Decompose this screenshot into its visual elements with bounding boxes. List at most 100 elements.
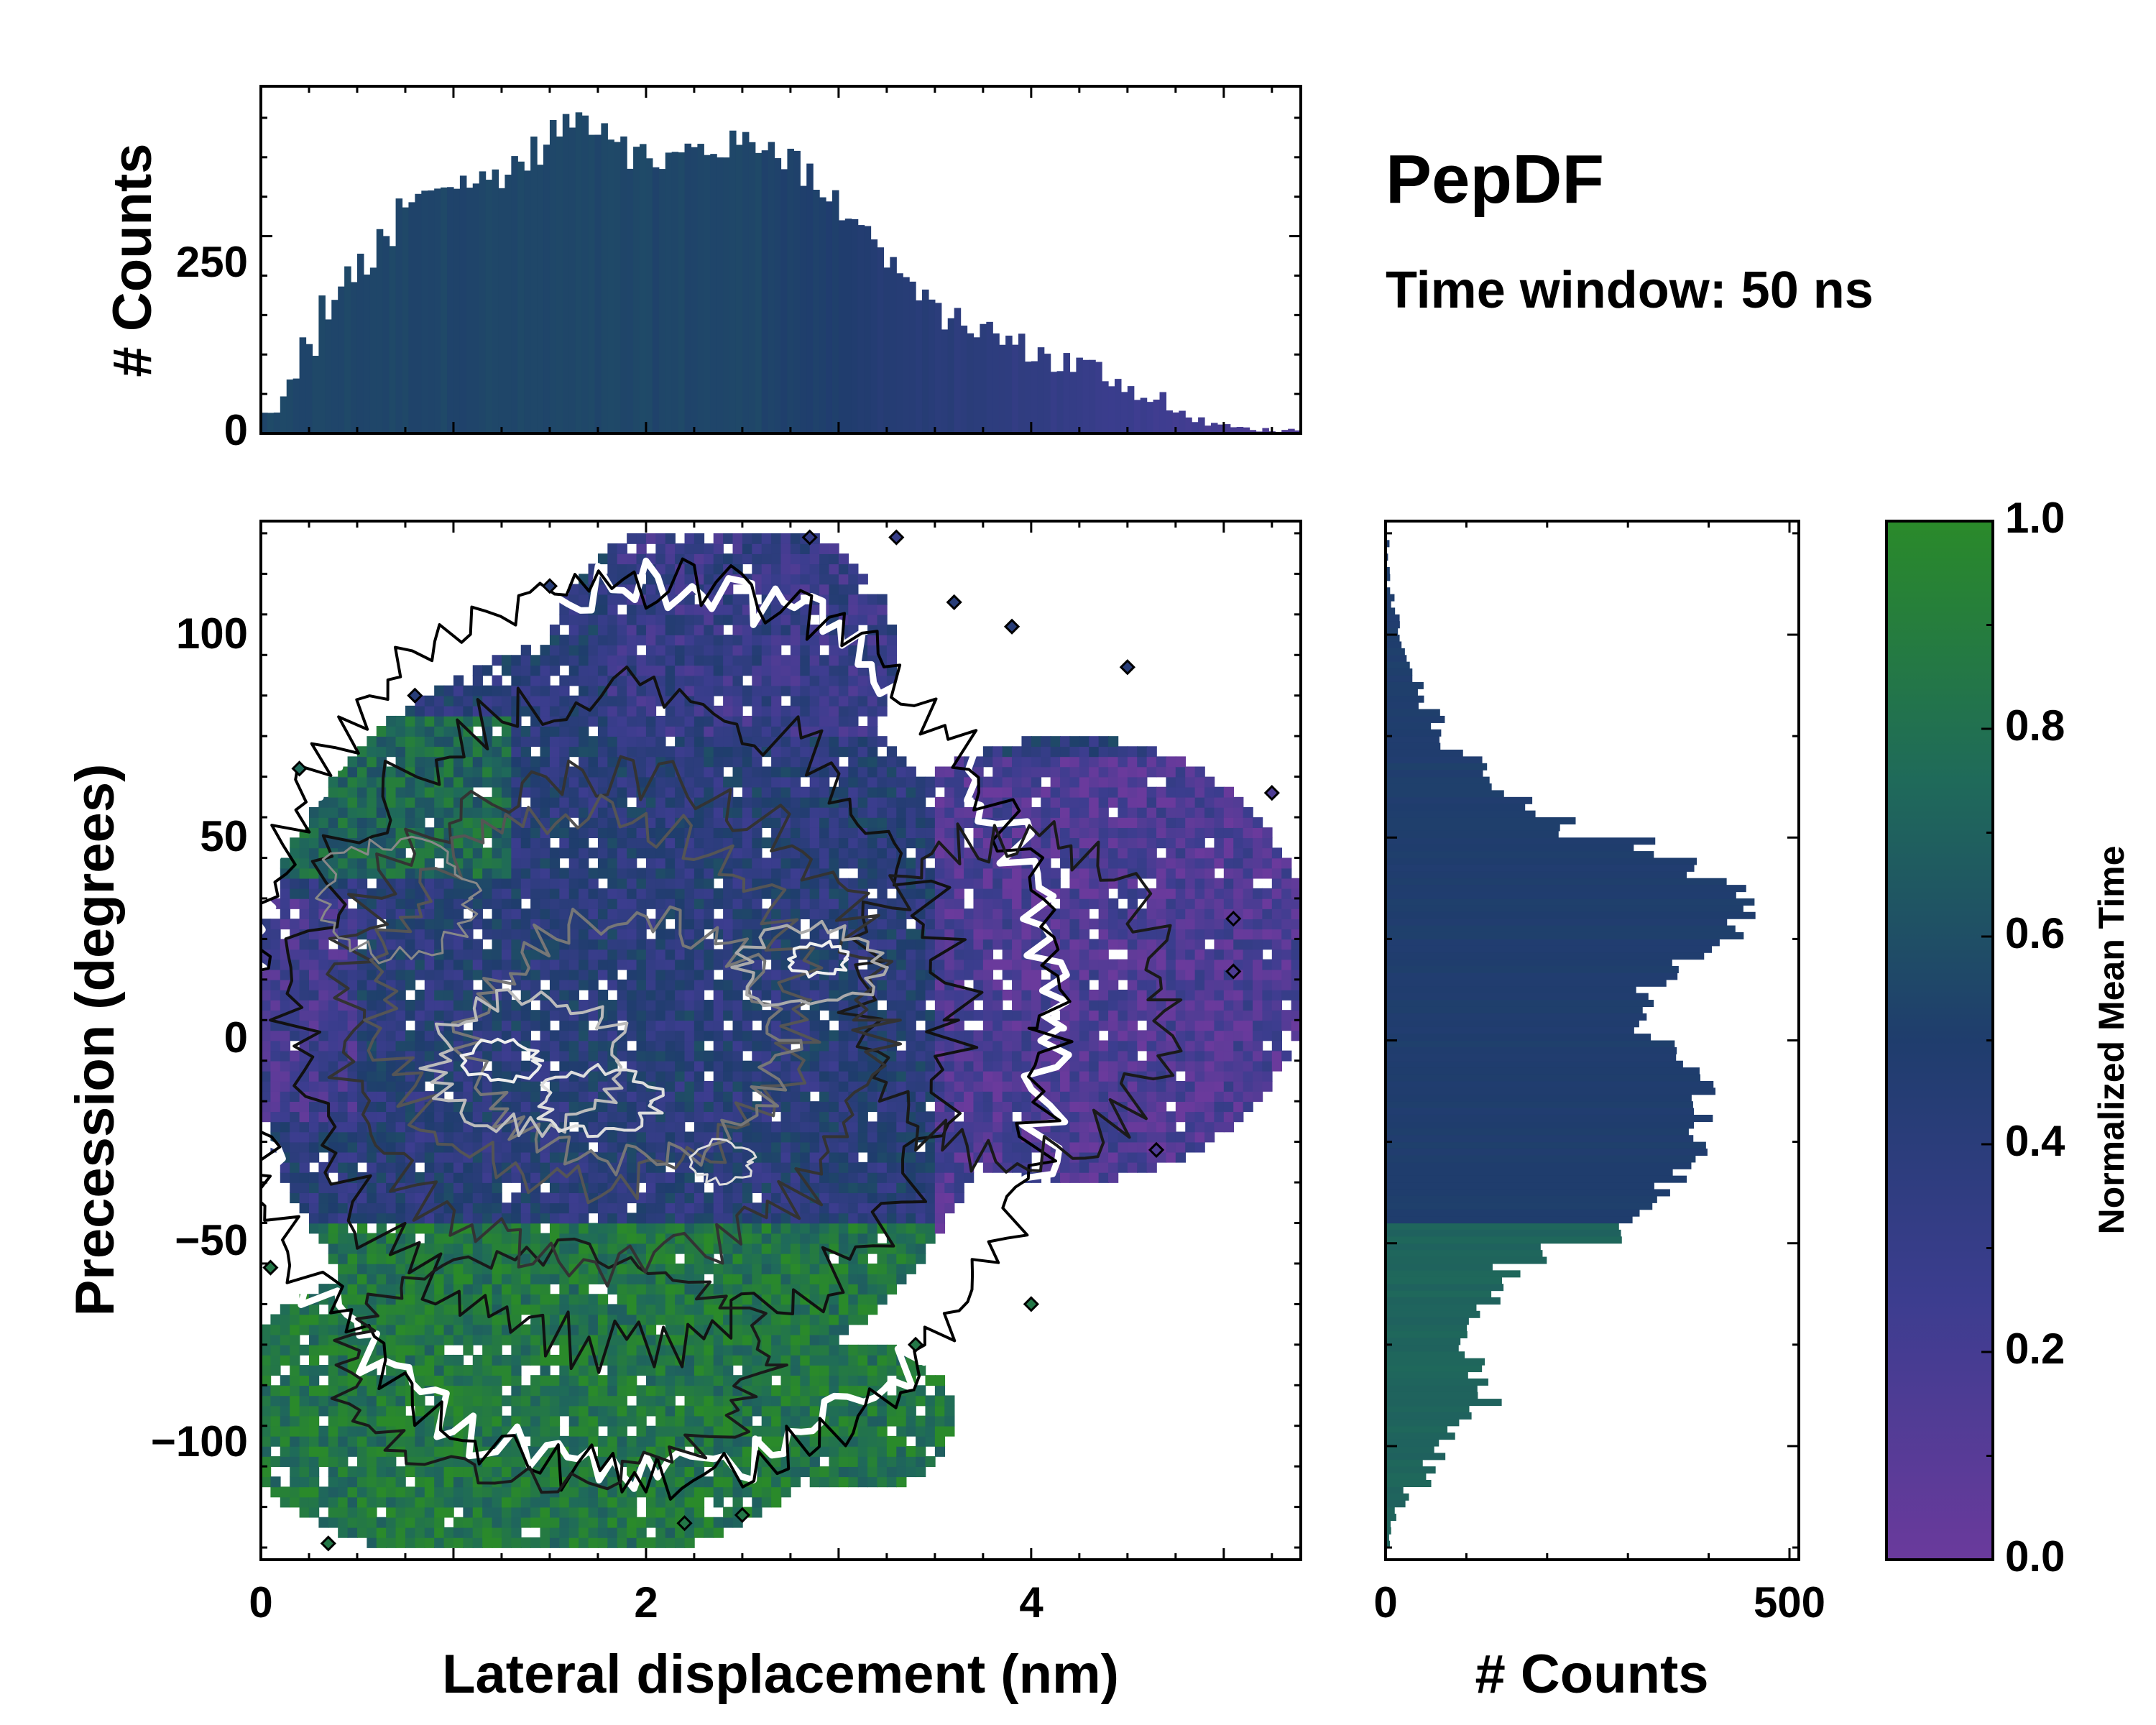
heat-cell	[511, 726, 522, 737]
heat-cell	[694, 1050, 705, 1062]
heat-cell	[280, 1354, 290, 1366]
heat-cell	[568, 1172, 579, 1183]
heat-cell	[732, 1324, 743, 1335]
heat-cell	[752, 847, 763, 859]
heat-cell	[645, 1375, 657, 1386]
heat-cell	[356, 1425, 368, 1437]
heat-cell	[434, 786, 445, 798]
heat-cell	[501, 1517, 512, 1528]
top-histogram-bars	[261, 112, 1302, 434]
heat-cell	[627, 1344, 637, 1356]
heat-cell	[752, 1243, 763, 1254]
heat-cell	[261, 1425, 272, 1437]
heat-cell	[376, 1284, 387, 1295]
heat-cell	[636, 1354, 647, 1366]
heat-cell	[434, 796, 445, 808]
heat-cell	[540, 969, 550, 980]
heat-cell	[386, 969, 397, 980]
heat-cell	[530, 685, 541, 696]
heat-cell	[308, 1060, 320, 1072]
heat-cell	[318, 939, 329, 950]
heat-cell	[800, 1385, 811, 1397]
heat-cell	[482, 1435, 493, 1447]
heat-cell	[482, 878, 493, 889]
top-bar	[691, 147, 698, 434]
heat-cell	[636, 715, 647, 727]
top-bar	[428, 190, 435, 433]
heat-cell	[453, 1365, 464, 1376]
heat-cell	[482, 776, 493, 788]
heat-cell	[645, 695, 657, 707]
heat-cell	[405, 888, 416, 899]
heat-cell	[579, 1517, 589, 1528]
heat-cell	[347, 1445, 358, 1457]
heat-cell	[463, 847, 474, 859]
heat-cell	[376, 1263, 387, 1274]
heat-cell	[453, 1395, 464, 1407]
heat-cell	[627, 1496, 637, 1508]
heat-cell	[318, 817, 329, 828]
heat-cell	[742, 665, 753, 676]
heat-cell	[790, 1415, 801, 1427]
heat-cell	[367, 1375, 377, 1386]
heat-cell	[752, 1223, 763, 1234]
heat-cell	[723, 1284, 734, 1295]
top-bar	[806, 163, 814, 433]
heat-cell	[520, 1223, 531, 1234]
top-bar	[331, 300, 338, 433]
heat-cell	[636, 1527, 647, 1538]
heat-cell	[482, 1324, 493, 1335]
heat-cell	[530, 908, 541, 919]
heat-cell	[732, 1314, 743, 1325]
heat-cell	[376, 1466, 387, 1478]
heat-cell	[665, 1080, 676, 1092]
heat-cell	[328, 806, 338, 818]
heat-cell	[299, 1415, 310, 1427]
heat-cell	[568, 1537, 579, 1548]
heat-cell	[627, 1213, 637, 1224]
heat-cell	[742, 847, 753, 859]
heat-cell	[617, 786, 627, 798]
heat-cell	[752, 1040, 763, 1052]
heat-cell	[645, 1233, 657, 1244]
heat-cell	[415, 1000, 425, 1011]
top-bar	[492, 169, 499, 433]
heat-cell	[790, 878, 801, 889]
heat-cell	[694, 1253, 705, 1264]
heat-cell	[376, 1172, 387, 1183]
heat-cell	[636, 726, 647, 737]
heat-cell	[290, 939, 300, 950]
heat-cell	[549, 1527, 561, 1538]
heat-cell	[790, 1456, 801, 1467]
heat-cell	[713, 726, 724, 737]
heat-cell	[607, 1223, 618, 1234]
heat-cell	[501, 726, 512, 737]
heat-cell	[761, 1162, 772, 1173]
heat-cell	[492, 1375, 502, 1386]
heat-cell	[800, 715, 811, 727]
heat-cell	[713, 888, 724, 899]
heat-cell	[463, 756, 474, 768]
heat-cell	[723, 929, 734, 940]
heat-cell	[617, 766, 627, 778]
heat-cell	[520, 1405, 531, 1417]
heat-cell	[713, 1517, 724, 1528]
heat-cell	[790, 543, 801, 554]
heat-cell	[579, 685, 589, 696]
heat-cell	[588, 1050, 599, 1062]
heat-cell	[395, 1131, 406, 1143]
heat-cell	[742, 1486, 753, 1498]
heat-cell	[434, 1151, 445, 1163]
heat-cell	[723, 1040, 734, 1052]
heat-cell	[752, 1405, 763, 1417]
heat-cell	[704, 806, 714, 818]
heat-cell	[684, 635, 695, 645]
heat-cell	[511, 949, 522, 960]
heat-cell	[665, 1324, 676, 1335]
heat-cell	[415, 1344, 425, 1356]
heat-cell	[549, 827, 561, 839]
heat-cell	[559, 1517, 570, 1528]
heat-cell	[704, 1121, 714, 1133]
heat-cell	[809, 1243, 820, 1254]
heat-cell	[501, 1243, 512, 1254]
